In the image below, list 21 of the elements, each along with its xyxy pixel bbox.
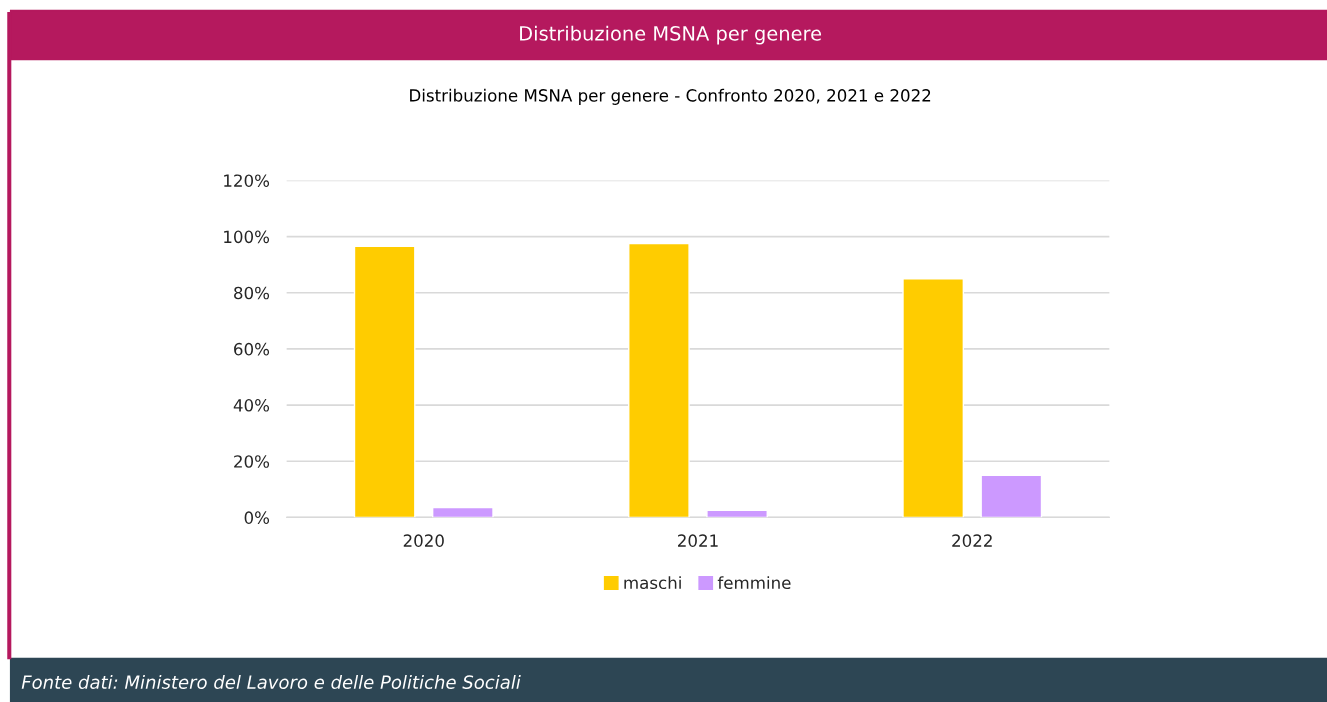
bar	[706, 509, 768, 518]
bar	[628, 242, 690, 518]
x-tick-label: 2022	[952, 534, 992, 547]
x-tick-label: 2020	[403, 534, 444, 547]
chart-subtitle: Distribuzione MSNA per genere - Confronto 2020, 2021 e 2022	[410, 88, 931, 105]
bar	[980, 474, 1043, 518]
source-note: Fonte dati: Ministero del Lavoro e delle Politiche Sociali	[21, 675, 521, 689]
y-tick-label: 100%	[224, 230, 270, 244]
y-tick-label: 60%	[234, 342, 270, 356]
bar	[353, 245, 416, 518]
y-tick-label: 120%	[224, 174, 270, 187]
legend-label: maschi	[624, 576, 681, 590]
y-tick-label: 20%	[234, 455, 270, 468]
bar	[431, 506, 494, 518]
y-tick-label: 80%	[234, 286, 270, 300]
y-tick-label: 40%	[233, 399, 270, 412]
x-tick-label: 2021	[678, 534, 718, 547]
legend-label: femmine	[717, 576, 791, 590]
chart-title: Distribuzione MSNA per genere	[520, 25, 822, 45]
y-tick-label: 0%	[244, 511, 270, 524]
bar	[902, 277, 965, 518]
